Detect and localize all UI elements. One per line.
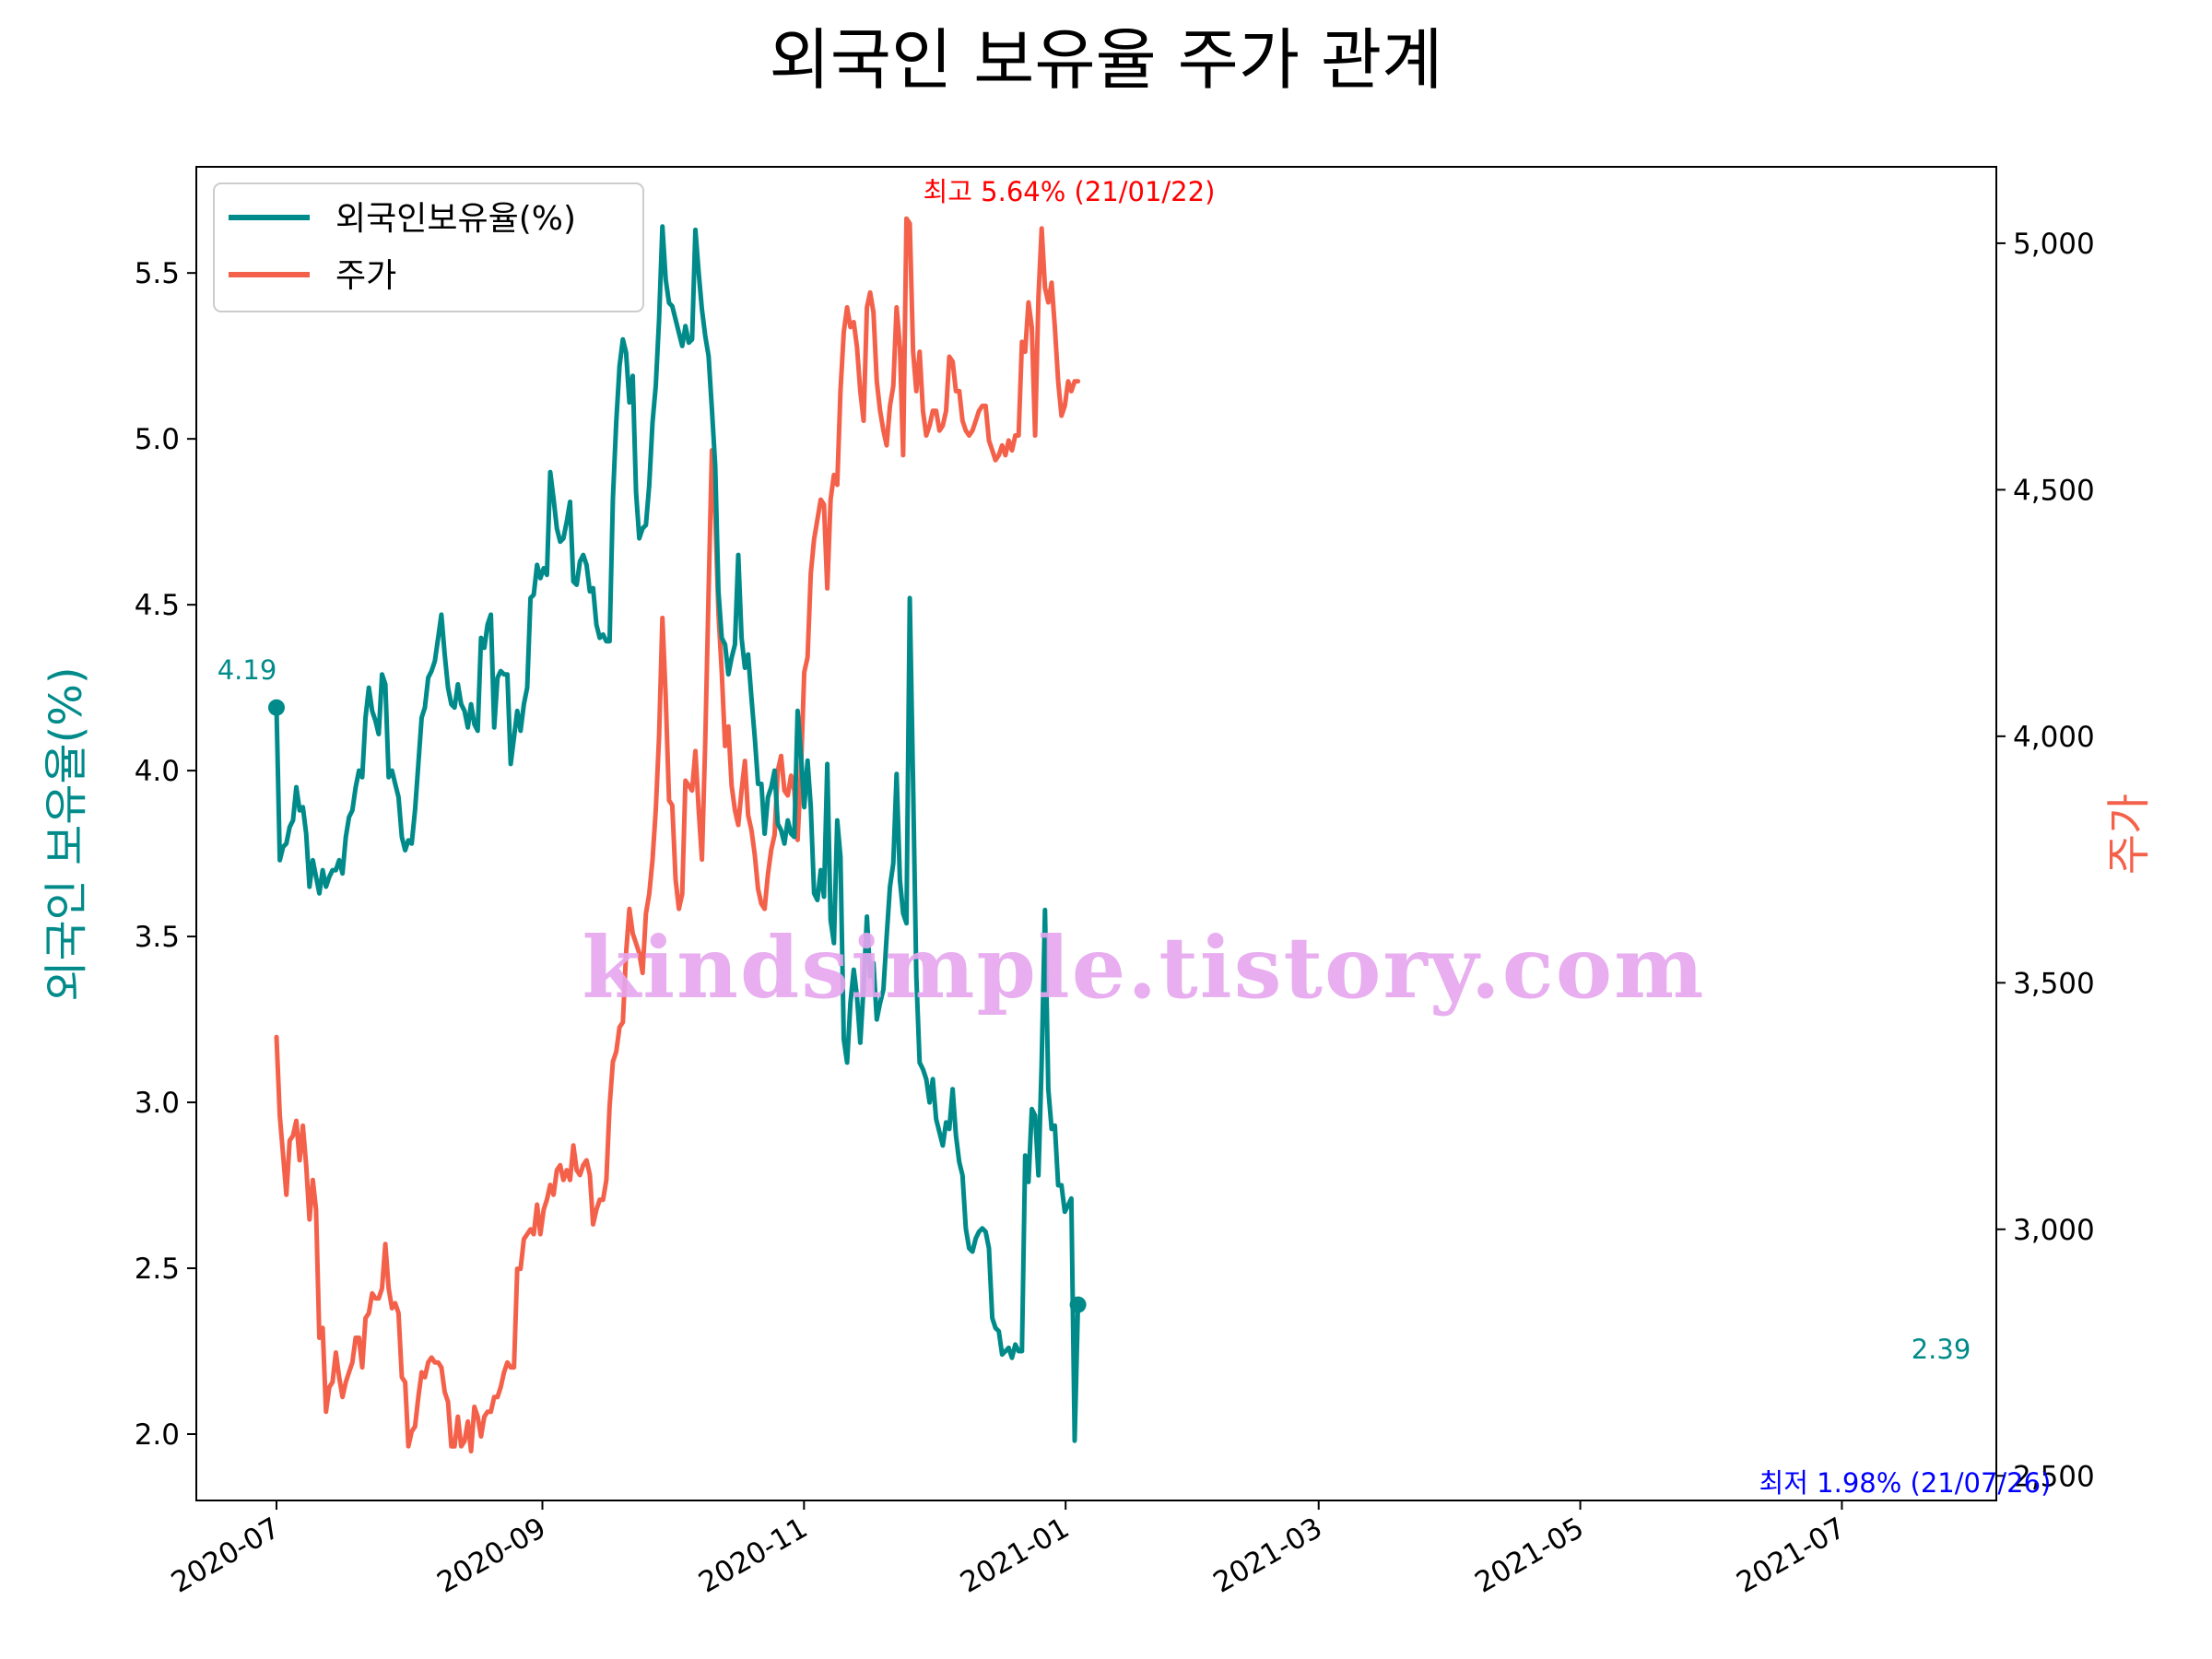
left-tick-label: 2.0 [135, 1418, 180, 1452]
right-tick-label: 4,000 [2013, 721, 2095, 754]
legend-label-ratio: 외국인보유율(%) [335, 200, 576, 238]
start-value-label: 4.19 [218, 654, 277, 686]
max-annotation: 최고 5.64% (21/01/22) [924, 176, 1216, 207]
start-marker [268, 699, 285, 716]
price-line [274, 216, 1081, 1453]
left-tick-label: 3.0 [135, 1087, 180, 1120]
min-annotation: 최저 1.98% (21/07/26) [1759, 1467, 2052, 1499]
right-tick-label: 3,000 [2013, 1214, 2095, 1247]
left-tick-label: 2.5 [135, 1253, 180, 1286]
right-tick-label: 3,500 [2013, 967, 2095, 1000]
x-tick-label: 2021-05 [1469, 1512, 1589, 1600]
right-axis-ticks: 2,500 3,000 3,500 4,000 4,500 5,000 [1996, 228, 2095, 1493]
left-tick-label: 5.5 [135, 257, 180, 290]
right-tick-label: 2,500 [2013, 1460, 2095, 1493]
x-axis-ticks: 2020-07 2020-09 2020-11 2021-01 2021-03 2021-… [166, 1500, 1851, 1600]
left-axis-label: 외국인 보유율(%) [41, 666, 92, 1001]
legend: 외국인보유율(%) 주가 [213, 182, 644, 312]
x-tick-label: 2020-11 [693, 1512, 813, 1600]
x-tick-label: 2021-01 [955, 1512, 1075, 1600]
left-tick-label: 5.0 [135, 423, 180, 456]
x-tick-label: 2020-09 [431, 1512, 551, 1600]
x-tick-label: 2021-03 [1208, 1512, 1328, 1600]
left-tick-label: 4.0 [135, 755, 180, 788]
left-tick-label: 3.5 [135, 921, 180, 954]
series-layer [268, 216, 1087, 1453]
chart-title: 외국인 보유율 주가 관계 [769, 21, 1442, 99]
legend-box [213, 182, 644, 312]
watermark: kindsimple.tistory.com [582, 918, 1705, 1018]
end-marker [1069, 1296, 1087, 1313]
end-value-label: 2.39 [1912, 1334, 1971, 1365]
plot-frame [195, 166, 1997, 1501]
left-axis-ticks: 2.0 2.5 3.0 3.5 4.0 4.5 5.0 5.5 [135, 257, 196, 1452]
right-axis-label: 주가 [2103, 794, 2155, 875]
plot-area [196, 167, 1996, 1500]
right-tick-label: 4,500 [2013, 474, 2095, 507]
x-tick-label: 2021-07 [1731, 1512, 1851, 1600]
left-tick-label: 4.5 [135, 589, 180, 622]
legend-label-price: 주가 [335, 257, 396, 295]
foreign-ratio-line [274, 224, 1081, 1443]
right-tick-label: 5,000 [2013, 228, 2095, 261]
x-tick-label: 2020-07 [166, 1512, 286, 1600]
